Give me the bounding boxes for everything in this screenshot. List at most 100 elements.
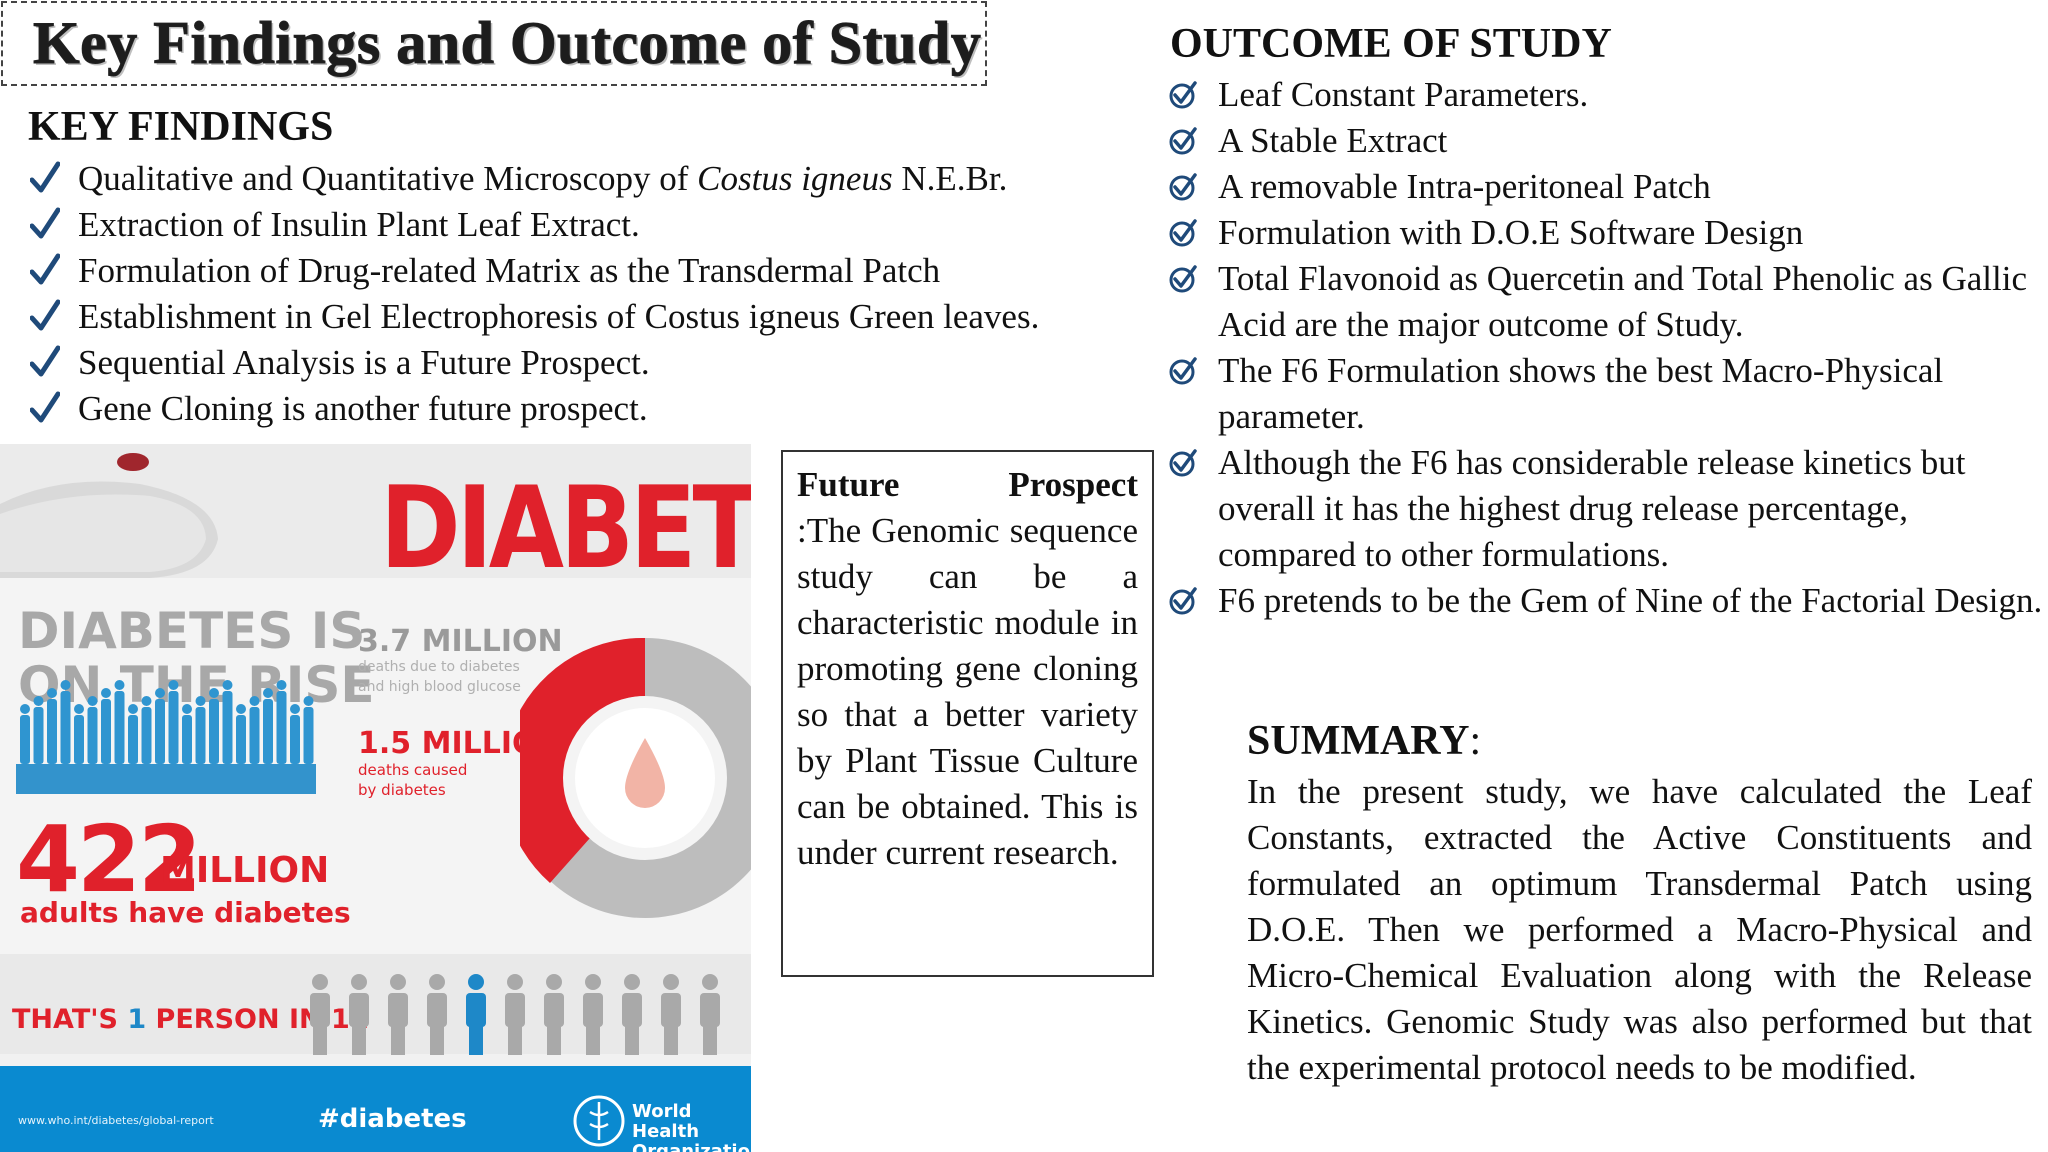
outcome-text: Total Flavonoid as Quercetin and Total P… [1218,259,2027,344]
highlighted-person-icon [466,974,486,1055]
check-icon [30,345,60,377]
adults-caption: adults have diabetes [20,896,351,929]
circle-check-icon [1169,265,1197,293]
adults-unit: MILLION [160,850,330,891]
who-name-line-2: Organization [632,1141,751,1152]
person-icon [276,680,287,764]
stat-deaths-line-2: and high blood glucose [358,679,521,695]
person-icon [47,688,57,764]
person-icon [209,688,219,764]
outcome-item: A removable Intra-peritoneal Patch [1168,164,2048,210]
rise-text: DIABETES IS ON THE RISE [18,604,375,712]
key-finding-text: Gene Cloning is another future prospect. [78,389,648,428]
outcome-text: Although the F6 has considerable release… [1218,443,1966,574]
person-icon [388,974,408,1055]
person-icon [101,688,111,764]
person-icon [622,974,642,1055]
person-icon [544,974,564,1055]
person-icon [427,974,447,1055]
blood-drop-icon [625,738,665,808]
outcome-text: The F6 Formulation shows the best Macro-… [1218,351,1944,436]
check-icon [30,299,60,331]
key-finding-item: Extraction of Insulin Plant Leaf Extract… [28,202,1158,248]
outcome-text: A Stable Extract [1218,121,1448,160]
future-prospect-heading: Future Prospect [797,465,1138,504]
person-icon [303,696,314,764]
circle-check-icon [1169,127,1197,155]
who-logo-icon [573,1095,625,1147]
infographic-top-band: DIABETES [0,444,751,594]
person-icon [661,974,681,1055]
outcome-text: A removable Intra-peritoneal Patch [1218,167,1711,206]
person-num: 1 [127,1004,147,1035]
adults-number: 422 [16,806,202,913]
outcome-item: Leaf Constant Parameters. [1168,72,2048,118]
rise-line-1: DIABETES IS [18,602,366,660]
person-icon [182,704,192,764]
circle-check-icon [1169,81,1197,109]
key-finding-text: Qualitative and Quantitative Microscopy … [78,159,698,198]
person-icon [60,680,71,764]
person-icon [168,680,179,764]
person-icon [290,704,300,764]
key-finding-text: Formulation of Drug-related Matrix as th… [78,251,941,290]
person-icon [155,688,165,764]
summary-colon: : [1469,718,1482,764]
diabetes-headline: DIABETES [380,462,751,595]
check-icon [30,161,60,193]
person-icon [349,974,369,1055]
summary-body: In the present study, we have calculated… [1247,772,2032,1087]
person-icon [236,704,246,764]
person-icon [263,688,273,764]
person-icon [141,696,152,764]
stat-diabetes-line-2: by diabetes [358,781,446,799]
donut-chart-icon [520,637,751,918]
hashtag: #diabetes [318,1104,467,1134]
person-icon [74,704,84,764]
outcome-list: Leaf Constant Parameters. A Stable Extrac… [1168,72,2048,624]
person-icon [20,704,30,764]
key-finding-item: Qualitative and Quantitative Microscopy … [28,156,1158,202]
crowd-icon [16,680,316,794]
outcome-text: Leaf Constant Parameters. [1218,75,1589,114]
who-url: www.who.int/diabetes/global-report [18,1114,214,1127]
stat-deaths-value: 3.7 MILLION [358,624,563,659]
who-name: World Health Organization [632,1102,751,1152]
key-finding-item: Sequential Analysis is a Future Prospect… [28,340,1158,386]
person-icon [310,974,330,1055]
key-finding-text: Establishment in Gel Electrophoresis of … [78,297,1040,336]
person-icon [87,696,98,764]
person-icon [700,974,720,1055]
outcome-item: The F6 Formulation shows the best Macro-… [1168,348,2048,440]
person-icon [128,704,138,764]
check-icon [30,207,60,239]
title-box: Key Findings and Outcome of Study [1,1,987,86]
person-post: PERSON IN 11 [146,1004,369,1035]
circle-check-icon [1169,357,1197,385]
summary-heading: SUMMARY [1247,718,1470,764]
page-title: Key Findings and Outcome of Study [32,10,982,77]
key-finding-text: Sequential Analysis is a Future Prospect… [78,343,650,382]
key-finding-item: Formulation of Drug-related Matrix as th… [28,248,1158,294]
person-icon [195,696,206,764]
key-finding-text: Extraction of Insulin Plant Leaf Extract… [78,205,640,244]
person-pre: THAT'S [12,1004,128,1035]
future-prospect-body: :The Genomic sequence study can be a cha… [797,511,1138,872]
person-icon [583,974,603,1055]
outcome-item: Total Flavonoid as Quercetin and Total P… [1168,256,2048,348]
outcome-heading: OUTCOME OF STUDY [1170,21,1612,67]
circle-check-icon [1169,219,1197,247]
circle-check-icon [1169,587,1197,615]
summary-section: SUMMARY: In the present study, we have c… [1247,715,2032,1091]
person-icon [33,696,44,764]
diabetes-infographic: DIABETES DIABETES IS ON THE RISE 3.7 MIL… [0,444,751,1152]
person-icon [505,974,525,1055]
outcome-item: F6 pretends to be the Gem of Nine of the… [1168,578,2048,624]
stat-deaths-line-1: deaths due to diabetes [358,659,520,675]
future-prospect-box: Future Prospect :The Genomic sequence st… [781,450,1154,977]
outcome-item: Although the F6 has considerable release… [1168,440,2048,578]
check-icon [30,253,60,285]
key-finding-item: Gene Cloning is another future prospect. [28,386,1158,432]
key-findings-heading: KEY FINDINGS [28,104,334,150]
infographic-footer [0,1066,751,1152]
